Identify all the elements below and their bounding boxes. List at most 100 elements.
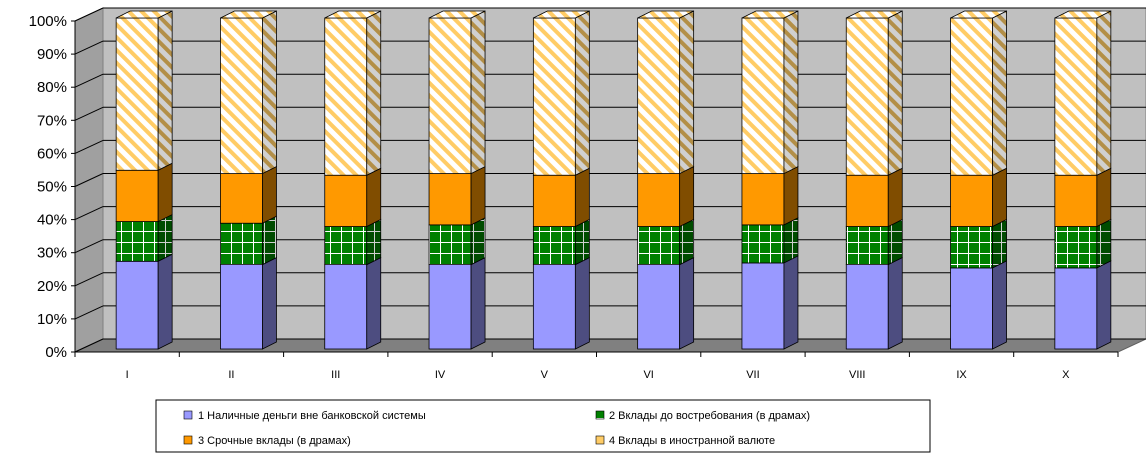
bar-segment-4	[324, 10, 382, 176]
bar-face	[950, 174, 993, 227]
bar-side	[1096, 167, 1112, 228]
bar-face	[1054, 17, 1098, 176]
bar-face	[845, 226, 889, 265]
bar-side	[992, 167, 1007, 228]
bar-side	[1096, 10, 1112, 176]
bar-side	[783, 165, 799, 226]
bar-face	[532, 226, 576, 265]
legend-swatch-2	[595, 410, 605, 420]
bar-side	[157, 253, 173, 350]
bar-segment-1	[428, 256, 486, 350]
bar-segment-2	[324, 218, 382, 266]
bar-segment-3	[950, 167, 1007, 228]
bar-segment-2	[115, 213, 173, 262]
bar-segment-1	[1054, 260, 1112, 350]
bar-segment-1	[741, 255, 799, 350]
y-tick-label: 10%	[37, 311, 67, 328]
bar-side	[887, 218, 903, 266]
bar-side	[783, 255, 799, 350]
bar-side	[366, 218, 382, 266]
bar-segment-3	[428, 165, 486, 226]
legend-label-1: 1 Наличные деньги вне банковской системы	[198, 410, 426, 422]
bar-side	[157, 162, 173, 223]
gridline-side	[74, 272, 104, 287]
bar-top	[115, 10, 173, 19]
bar-face	[532, 264, 576, 350]
bar-side	[992, 218, 1007, 269]
y-tick-label: 40%	[37, 212, 67, 229]
bar-segment-3	[741, 165, 799, 226]
bar-top	[637, 10, 694, 19]
y-tick-label: 30%	[37, 245, 67, 262]
x-category-label: VII	[746, 369, 759, 381]
y-tick-label: 90%	[37, 46, 67, 63]
legend-label-4: 4 Вклады в иностранной валюте	[609, 435, 775, 447]
bar-side	[366, 256, 382, 350]
x-category-label: IX	[956, 369, 967, 381]
bar-stack	[532, 10, 590, 350]
gridline-side	[74, 73, 104, 88]
bar-face	[428, 224, 472, 265]
bar-face	[428, 173, 472, 226]
bar-top	[741, 10, 799, 19]
bar-segment-2	[532, 218, 590, 266]
bar-face	[324, 226, 368, 265]
bar-face	[220, 264, 263, 350]
bar-face	[115, 260, 159, 350]
legend-item-3: 3 Срочные вклады (в драмах)	[183, 435, 351, 447]
bar-side	[679, 218, 695, 266]
bar-face	[324, 264, 368, 350]
bar-face	[950, 267, 993, 350]
bar-face	[741, 17, 785, 174]
bar-stack	[950, 10, 1007, 350]
bar-segment-2	[741, 217, 799, 264]
bar-face	[741, 262, 785, 350]
legend-box	[155, 399, 931, 453]
bar-top	[950, 10, 1007, 19]
bar-face	[115, 17, 159, 171]
bar-side	[470, 256, 486, 350]
bar-segment-2	[950, 218, 1007, 269]
bar-side	[366, 10, 382, 176]
bar-top	[1054, 10, 1112, 19]
bar-side	[992, 10, 1007, 176]
gridline-side	[74, 7, 104, 22]
legend-item-1: 1 Наличные деньги вне банковской системы	[183, 410, 426, 422]
y-axis-ticks: 0% 10% 20% 30% 40% 50% 60% 70% 80% 90% 100%	[29, 13, 75, 361]
bar-face	[637, 226, 681, 265]
bar-face	[115, 221, 159, 262]
legend-label-3: 3 Срочные вклады (в драмах)	[198, 435, 351, 447]
bar-segment-3	[115, 162, 173, 223]
bar-side	[783, 10, 799, 175]
legend: 1 Наличные деньги вне банковской системы…	[155, 399, 931, 453]
gridline-side	[74, 305, 104, 320]
bar-face	[741, 224, 785, 264]
bar-segment-2	[428, 217, 486, 266]
bar-segment-1	[532, 256, 590, 350]
bar-side	[887, 256, 903, 350]
gridline-side	[74, 239, 104, 254]
x-category-label: III	[331, 369, 340, 381]
bar-side	[887, 167, 903, 228]
bar-face	[1054, 174, 1098, 227]
bar-side	[157, 10, 173, 171]
bar-segment-4	[950, 10, 1007, 176]
bar-side	[679, 10, 695, 175]
bar-segment-4	[845, 10, 903, 176]
y-tick-label: 0%	[45, 344, 67, 361]
x-category-label: VIII	[849, 369, 866, 381]
gridline-side	[74, 338, 104, 353]
bar-segment-4	[637, 10, 695, 175]
bar-segment-3	[220, 165, 277, 224]
x-category-label: II	[228, 369, 234, 381]
bar-side	[262, 215, 277, 266]
bar-segment-2	[220, 215, 277, 266]
x-category-label: VI	[643, 369, 653, 381]
x-category-label: V	[541, 369, 549, 381]
y-tick-label: 60%	[37, 145, 67, 162]
bar-side	[1096, 218, 1112, 269]
bar-face	[637, 264, 681, 350]
bar-top	[846, 10, 903, 19]
gridline-side	[74, 139, 104, 154]
bar-segment-2	[637, 218, 695, 266]
